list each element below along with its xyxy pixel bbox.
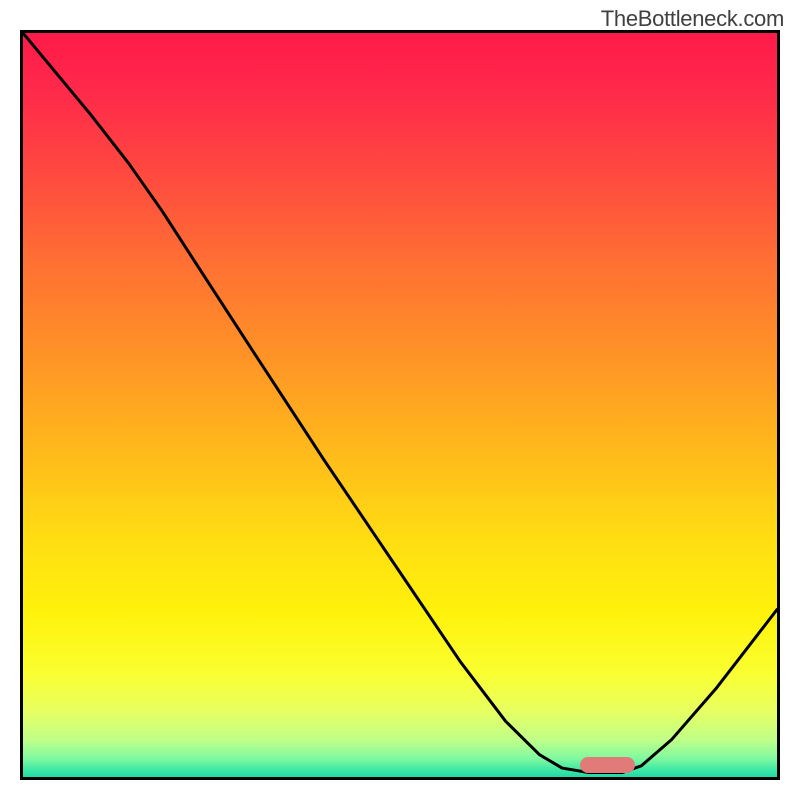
attribution-text: TheBottleneck.com [601, 6, 784, 32]
optimal-marker [580, 757, 635, 773]
bottleneck-curve [23, 33, 777, 777]
plot-area [20, 30, 780, 780]
